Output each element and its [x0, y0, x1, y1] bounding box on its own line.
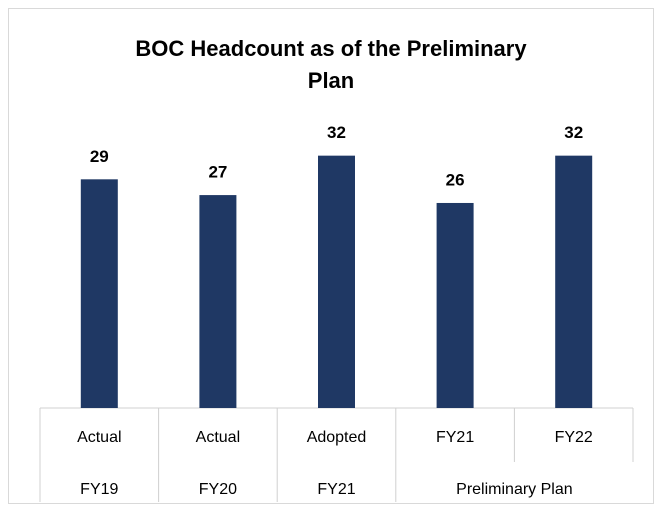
data-label: 26 [446, 170, 465, 189]
group-label: Preliminary Plan [456, 481, 572, 498]
group-label: FY19 [80, 481, 118, 498]
x-tick-label: FY22 [555, 429, 593, 446]
data-label: 27 [208, 163, 227, 182]
bar [199, 195, 237, 408]
x-tick-label: Actual [196, 429, 240, 446]
data-label: 29 [90, 147, 109, 166]
x-tick-label: FY21 [436, 429, 474, 446]
group-label: FY20 [199, 481, 237, 498]
group-label: FY21 [317, 481, 355, 498]
chart-title: Plan [308, 68, 354, 93]
bar [318, 155, 355, 408]
x-tick-label: Actual [77, 429, 121, 446]
data-label: 32 [327, 123, 346, 142]
x-tick-label: Adopted [307, 429, 367, 446]
bar [80, 179, 118, 408]
bar [555, 155, 593, 408]
chart-title: BOC Headcount as of the Preliminary [135, 36, 527, 61]
data-label: 32 [564, 123, 583, 142]
bar [436, 202, 474, 408]
